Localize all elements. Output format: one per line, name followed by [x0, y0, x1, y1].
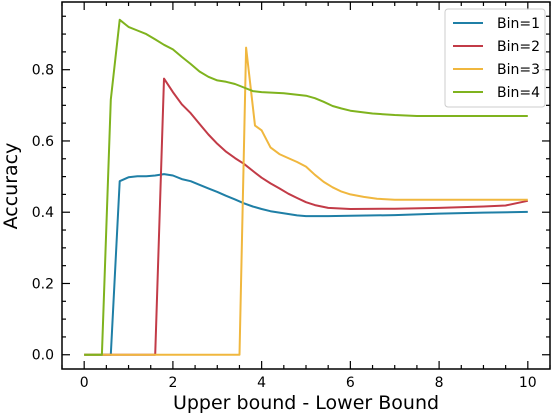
x-axis-title: Upper bound - Lower Bound [173, 392, 439, 414]
tick-labels: 0 2 4 6 8 10 0.0 0.2 0.4 0.6 0.8 [32, 63, 537, 391]
series-lines [84, 18, 529, 356]
series-line-bin-2 [84, 77, 529, 356]
x-tick-label: 10 [519, 375, 537, 391]
legend-box [444, 8, 546, 108]
y-tick-label: 0.6 [32, 134, 54, 150]
x-tick-label: 4 [257, 375, 266, 391]
y-tick-label: 0.4 [32, 205, 54, 221]
legend-label: Bin=4 [497, 85, 540, 101]
y-tick-label: 0.2 [32, 276, 54, 292]
x-tick-label: 8 [435, 375, 444, 391]
legend: Bin=1 Bin=2 Bin=3 Bin=4 [444, 8, 546, 108]
series-line-bin-1 [84, 173, 528, 356]
y-tick-label: 0.8 [32, 63, 54, 79]
legend-label: Bin=2 [497, 39, 540, 55]
x-tick-label: 6 [346, 375, 355, 391]
y-axis-title: Accuracy [0, 143, 22, 230]
series-line-bin-4 [84, 18, 528, 356]
x-tick-label: 2 [168, 375, 177, 391]
legend-label: Bin=1 [497, 16, 540, 32]
series-line-bin-3 [84, 46, 528, 356]
legend-label: Bin=3 [497, 62, 540, 78]
y-tick-label: 0.0 [32, 348, 54, 364]
x-tick-label: 0 [80, 375, 89, 391]
